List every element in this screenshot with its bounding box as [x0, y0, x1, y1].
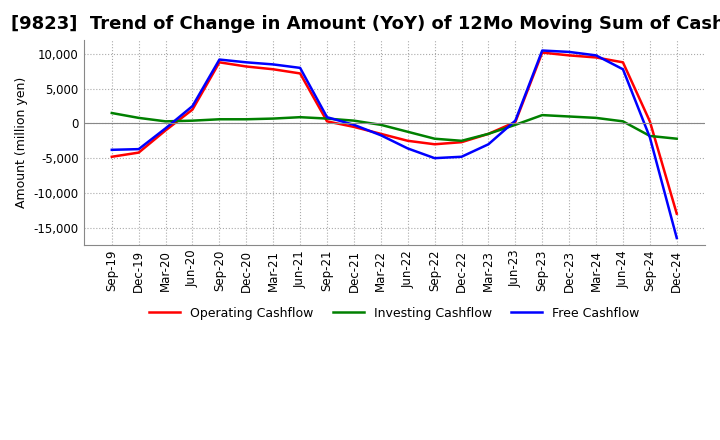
Free Cashflow — [323, 114, 331, 120]
Investing Cashflow — [350, 118, 359, 123]
Line: Free Cashflow: Free Cashflow — [112, 51, 677, 238]
Investing Cashflow — [592, 115, 600, 121]
Operating Cashflow — [484, 131, 492, 136]
Operating Cashflow — [511, 119, 520, 125]
Free Cashflow — [161, 126, 170, 131]
Operating Cashflow — [269, 66, 277, 72]
Operating Cashflow — [107, 154, 116, 159]
Legend: Operating Cashflow, Investing Cashflow, Free Cashflow: Operating Cashflow, Investing Cashflow, … — [144, 302, 644, 325]
Free Cashflow — [511, 118, 520, 123]
Investing Cashflow — [457, 138, 466, 143]
Operating Cashflow — [431, 142, 439, 147]
Free Cashflow — [457, 154, 466, 159]
Free Cashflow — [646, 135, 654, 140]
Free Cashflow — [296, 65, 305, 70]
Operating Cashflow — [672, 211, 681, 216]
Investing Cashflow — [403, 129, 412, 134]
Free Cashflow — [592, 53, 600, 58]
Operating Cashflow — [188, 107, 197, 112]
Investing Cashflow — [431, 136, 439, 141]
Operating Cashflow — [161, 128, 170, 133]
Free Cashflow — [672, 235, 681, 241]
Investing Cashflow — [511, 122, 520, 128]
Free Cashflow — [135, 147, 143, 152]
Free Cashflow — [215, 57, 224, 62]
Free Cashflow — [350, 122, 359, 128]
Free Cashflow — [242, 60, 251, 65]
Operating Cashflow — [403, 138, 412, 143]
Free Cashflow — [484, 142, 492, 147]
Investing Cashflow — [618, 119, 627, 124]
Free Cashflow — [377, 132, 385, 138]
Investing Cashflow — [135, 115, 143, 121]
Free Cashflow — [538, 48, 546, 53]
Operating Cashflow — [296, 71, 305, 76]
Operating Cashflow — [215, 60, 224, 65]
Investing Cashflow — [161, 119, 170, 124]
Investing Cashflow — [323, 116, 331, 121]
Operating Cashflow — [350, 124, 359, 129]
Investing Cashflow — [377, 122, 385, 128]
Operating Cashflow — [135, 150, 143, 155]
Operating Cashflow — [323, 119, 331, 124]
Operating Cashflow — [618, 60, 627, 65]
Investing Cashflow — [242, 117, 251, 122]
Investing Cashflow — [538, 113, 546, 118]
Free Cashflow — [431, 155, 439, 161]
Operating Cashflow — [646, 119, 654, 124]
Investing Cashflow — [188, 118, 197, 123]
Investing Cashflow — [646, 133, 654, 139]
Investing Cashflow — [215, 117, 224, 122]
Free Cashflow — [188, 103, 197, 109]
Title: [9823]  Trend of Change in Amount (YoY) of 12Mo Moving Sum of Cashflows: [9823] Trend of Change in Amount (YoY) o… — [11, 15, 720, 33]
Free Cashflow — [269, 62, 277, 67]
Free Cashflow — [618, 66, 627, 72]
Investing Cashflow — [296, 114, 305, 120]
Free Cashflow — [107, 147, 116, 153]
Operating Cashflow — [377, 131, 385, 136]
Line: Operating Cashflow: Operating Cashflow — [112, 53, 677, 214]
Operating Cashflow — [564, 53, 573, 58]
Line: Investing Cashflow: Investing Cashflow — [112, 113, 677, 141]
Investing Cashflow — [564, 114, 573, 119]
Free Cashflow — [403, 146, 412, 151]
Investing Cashflow — [484, 131, 492, 136]
Free Cashflow — [564, 49, 573, 55]
Investing Cashflow — [672, 136, 681, 141]
Operating Cashflow — [592, 55, 600, 60]
Operating Cashflow — [538, 50, 546, 55]
Operating Cashflow — [242, 64, 251, 69]
Investing Cashflow — [269, 116, 277, 121]
Y-axis label: Amount (million yen): Amount (million yen) — [15, 77, 28, 208]
Operating Cashflow — [457, 139, 466, 145]
Investing Cashflow — [107, 110, 116, 116]
